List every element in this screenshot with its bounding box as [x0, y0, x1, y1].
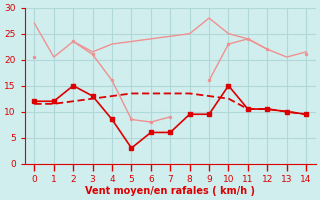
X-axis label: Vent moyen/en rafales ( km/h ): Vent moyen/en rafales ( km/h ) [85, 186, 255, 196]
